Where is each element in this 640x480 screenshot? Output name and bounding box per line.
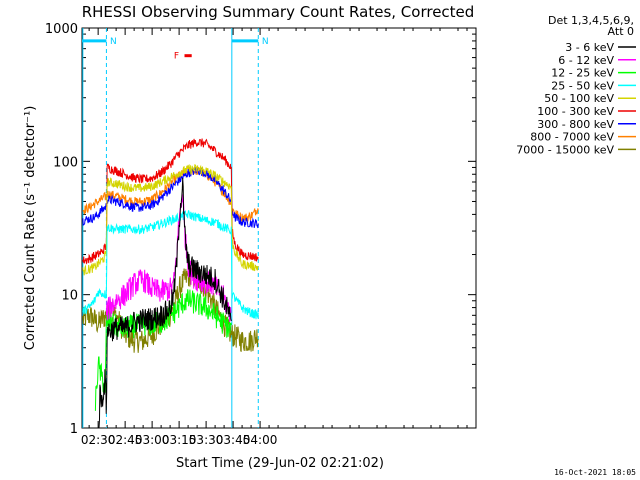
x-tick-label: 04:00 <box>243 433 278 447</box>
x-tick-label: 03:15 <box>162 433 197 447</box>
x-tick-label: 03:45 <box>216 433 251 447</box>
y-tick-label: 1 <box>70 422 78 437</box>
x-tick-label: 02:30 <box>81 433 116 447</box>
y-tick-label: 1000 <box>45 22 78 37</box>
series-line <box>82 164 259 276</box>
x-axis-label: Start Time (29-Jun-02 02:21:02) <box>176 456 384 471</box>
legend-label: 6 - 12 keV <box>558 54 614 67</box>
flag-label: F <box>174 52 179 62</box>
legend-header: Det 1,3,4,5,6,9, <box>548 14 634 27</box>
legend-label: 100 - 300 keV <box>537 105 614 118</box>
y-axis-ticks: 1 10 100 1000 <box>45 22 476 437</box>
series-line <box>94 289 232 411</box>
x-tick-label: 02:45 <box>108 433 143 447</box>
legend-label: 800 - 7000 keV <box>530 131 614 144</box>
series-line <box>82 138 259 265</box>
legend-header: Att 0 <box>608 25 634 38</box>
x-tick-label: 03:30 <box>189 433 224 447</box>
legend-label: 3 - 6 keV <box>565 41 614 54</box>
legend-label: 12 - 25 keV <box>551 67 614 80</box>
y-tick-label: 10 <box>61 289 78 304</box>
y-tick-label: 100 <box>53 155 78 170</box>
x-tick-label: 03:00 <box>135 433 170 447</box>
series-line <box>82 210 259 320</box>
y-axis-label: Corrected Count Rate (s⁻¹ detector⁻¹) <box>23 106 38 351</box>
series-line <box>98 177 232 429</box>
chart-title: RHESSI Observing Summary Count Rates, Co… <box>82 3 475 21</box>
series-line <box>82 166 259 229</box>
timestamp: 16-Oct-2021 18:05 <box>554 468 636 477</box>
legend-label: 300 - 800 keV <box>537 118 614 131</box>
legend-label: 25 - 50 keV <box>551 79 614 92</box>
series-line <box>105 194 232 323</box>
flag-label: N <box>262 37 269 47</box>
plot-area: N N F <box>82 28 269 429</box>
flag-label: N <box>110 37 117 47</box>
legend-label: 50 - 100 keV <box>544 92 614 105</box>
legend-label: 7000 - 15000 keV <box>516 143 614 156</box>
plot-frame <box>81 27 477 429</box>
